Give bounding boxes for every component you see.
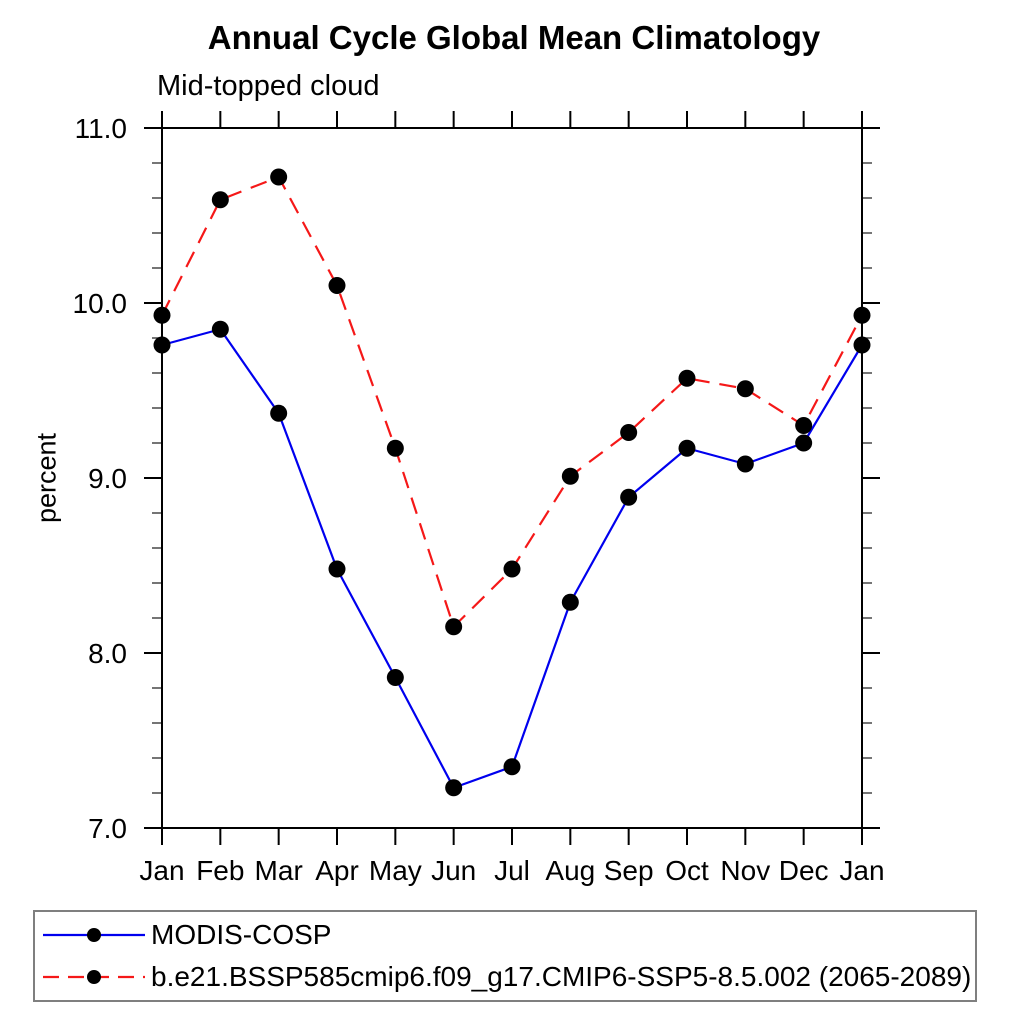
data-point-marker: [795, 434, 813, 452]
x-axis-tick-label: Jun: [431, 855, 476, 886]
x-axis-tick-label: Oct: [665, 855, 709, 886]
x-axis-tick-label: Dec: [779, 855, 829, 886]
data-point-marker: [153, 306, 171, 324]
x-axis-tick-label: Sep: [604, 855, 654, 886]
y-axis-tick-label: 9.0: [88, 463, 127, 494]
x-axis-tick-label: Jan: [839, 855, 884, 886]
data-point-marker: [445, 779, 463, 797]
series-line-1: [161, 175, 863, 628]
data-point-marker: [561, 593, 579, 611]
legend-row-modis: MODIS-COSP: [40, 915, 975, 955]
x-axis-tick-label: Nov: [720, 855, 770, 886]
data-point-marker: [736, 455, 754, 473]
legend: MODIS-COSP b.e21.BSSP585cmip6.f09_g17.CM…: [33, 910, 977, 1002]
data-point-marker: [503, 758, 521, 776]
data-point-marker: [795, 417, 813, 434]
data-point-marker: [561, 467, 579, 485]
y-axis-tick-label: 8.0: [88, 638, 127, 669]
legend-swatch-dashed-line-icon: [43, 970, 145, 985]
data-point-marker: [328, 277, 346, 294]
data-point-marker: [853, 336, 871, 354]
data-point-marker: [445, 618, 463, 636]
x-axis-tick-label: May: [369, 855, 422, 886]
data-point-marker: [853, 306, 871, 324]
series-line-0: [161, 328, 863, 789]
legend-label-modis: MODIS-COSP: [151, 918, 332, 950]
data-point-marker: [620, 424, 638, 441]
y-axis-tick-label: 11.0: [75, 113, 127, 144]
x-axis-tick-label: Jul: [494, 855, 530, 886]
x-axis-tick-label: Apr: [315, 855, 359, 886]
data-point-marker: [270, 168, 288, 186]
data-point-marker: [678, 439, 696, 457]
legend-swatch-solid-line-icon: [43, 927, 145, 942]
data-point-marker: [270, 404, 288, 422]
data-point-marker: [153, 336, 171, 354]
data-point-marker: [211, 320, 229, 338]
data-point-marker: [503, 560, 521, 578]
chart-subtitle: Mid-topped cloud: [157, 70, 380, 102]
x-axis-tick-label: Mar: [255, 855, 303, 886]
data-point-marker: [386, 439, 404, 457]
x-axis-tick-label: Feb: [196, 855, 244, 886]
legend-row-model: b.e21.BSSP585cmip6.f09_g17.CMIP6-SSP5-8.…: [40, 957, 975, 997]
data-point-marker: [386, 669, 404, 686]
legend-label-model: b.e21.BSSP585cmip6.f09_g17.CMIP6-SSP5-8.…: [151, 961, 972, 993]
data-point-marker: [328, 560, 346, 578]
y-axis-tick-label: 7.0: [88, 813, 127, 844]
data-point-marker: [211, 191, 229, 209]
data-point-marker: [620, 488, 638, 506]
x-axis-tick-label: Aug: [545, 855, 595, 886]
y-axis-tick-label: 10.0: [73, 288, 128, 319]
chart-title: Annual Cycle Global Mean Climatology: [207, 19, 821, 56]
data-point-marker: [678, 369, 696, 387]
x-axis-tick-label: Jan: [139, 855, 184, 886]
data-point-marker: [736, 380, 754, 398]
